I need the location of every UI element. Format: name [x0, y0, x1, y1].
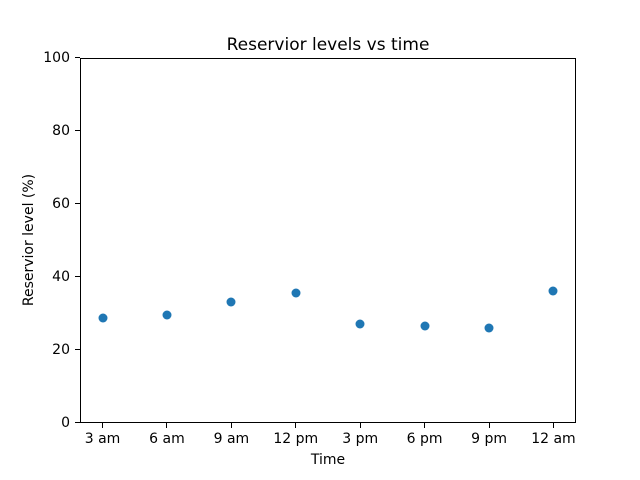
data-point [226, 297, 236, 307]
x-tick-mark [295, 422, 297, 428]
data-point [98, 313, 108, 323]
data-point [548, 286, 558, 296]
x-tick-mark [359, 422, 361, 428]
y-tick-label: 20 [52, 341, 70, 358]
plot-area [80, 57, 576, 423]
data-point [420, 321, 430, 331]
y-tick-mark [75, 203, 80, 204]
x-axis-label: Time [310, 452, 346, 468]
x-tick-label: 6 pm [406, 430, 443, 447]
x-tick-mark [166, 422, 168, 428]
data-point [484, 323, 494, 333]
x-tick-mark [230, 422, 232, 428]
x-tick-mark [552, 422, 554, 428]
y-tick-label: 80 [52, 122, 70, 139]
data-point [355, 319, 365, 329]
y-tick-mark [75, 349, 80, 350]
chart-title: Reservior levels vs time [226, 35, 430, 55]
y-tick-label: 60 [52, 195, 70, 212]
x-tick-label: 3 am [84, 430, 121, 447]
x-tick-mark [424, 422, 426, 428]
x-tick-label: 12 am [531, 430, 576, 447]
data-point [162, 310, 172, 320]
x-tick-label: 9 am [213, 430, 250, 447]
x-tick-label: 9 pm [471, 430, 507, 447]
y-axis-label: Reservior level (%) [21, 173, 37, 307]
y-tick-mark [75, 57, 80, 58]
y-tick-label: 0 [61, 414, 70, 431]
data-point [291, 288, 301, 298]
x-tick-mark [102, 422, 104, 428]
y-tick-mark [75, 130, 80, 131]
x-tick-label: 3 pm [342, 430, 379, 447]
y-tick-mark [75, 276, 80, 277]
x-tick-label: 12 pm [273, 430, 319, 447]
x-tick-label: 6 am [149, 430, 185, 447]
x-tick-mark [488, 422, 490, 428]
y-tick-label: 40 [52, 268, 70, 285]
y-tick-label: 100 [43, 49, 70, 66]
y-tick-mark [75, 422, 80, 423]
